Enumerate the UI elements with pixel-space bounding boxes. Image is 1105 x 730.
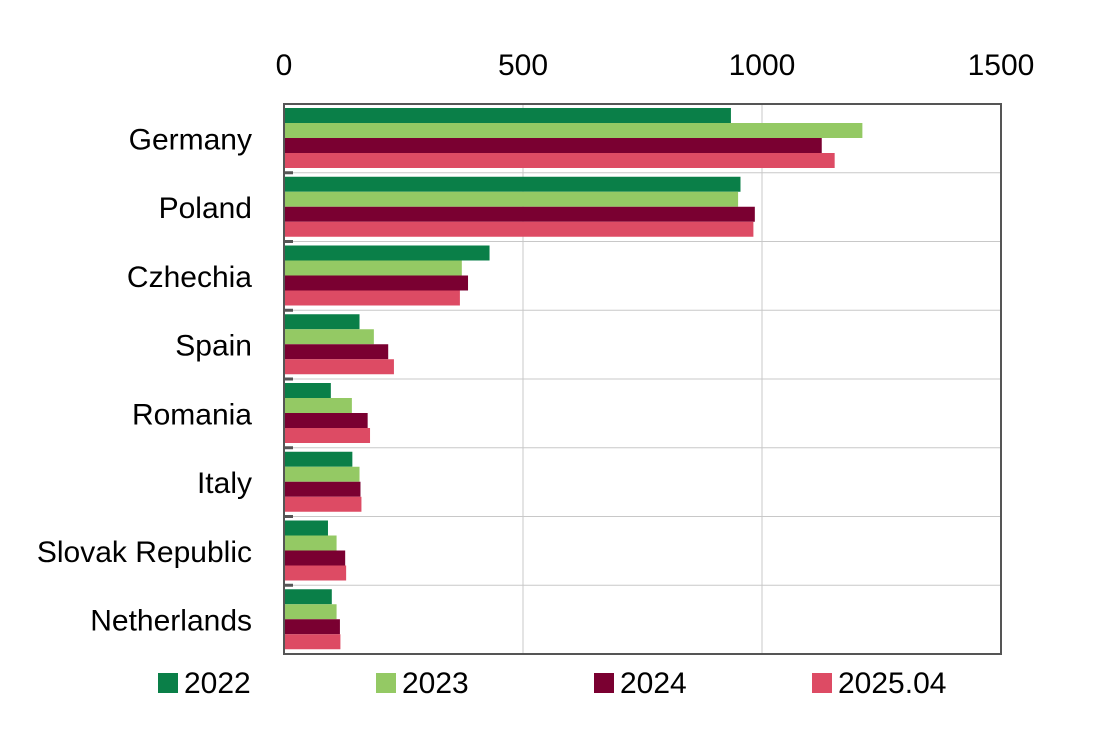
bar-2022-5 [285,451,353,467]
legend: 2022 2023 2024 2025.04 [158,667,946,700]
bar-2023-7 [285,604,337,620]
plot-frame [283,103,1002,655]
bar-2024-4 [285,413,368,428]
bar-2025-04-4 [285,428,371,443]
bar-2025-04-2 [285,290,460,306]
legend-swatch-2024 [594,673,614,693]
bar-2024-0 [285,138,822,153]
bar-2022-4 [285,383,331,398]
bar-2022-0 [285,108,731,123]
bar-2025-04-0 [285,153,835,168]
category-label: Germany [129,123,252,156]
bar-2022-7 [285,589,332,605]
bar-2023-2 [285,260,462,276]
x-tick-label: 1500 [968,49,1035,82]
x-axis-ticks: 0 500 1000 1500 [276,49,1035,82]
bar-2023-3 [285,329,374,345]
bar-2023-4 [285,398,352,413]
legend-label: 2025.04 [838,667,946,700]
bar-2022-3 [285,314,360,330]
bars-layer [285,108,863,650]
x-tick-label: 500 [498,49,548,82]
category-label: Netherlands [90,605,252,638]
x-tick-label: 0 [276,49,293,82]
bar-2025-04-7 [285,634,341,650]
bar-2023-6 [285,535,337,551]
bar-2022-2 [285,245,490,261]
bar-2022-1 [285,176,741,192]
bar-2024-5 [285,481,361,497]
bar-2024-6 [285,550,346,566]
legend-swatch-2025-04 [812,673,832,693]
category-labels: Germany Poland Czhechia Spain Romania Italy Sl… [37,123,252,637]
bar-2025-04-3 [285,359,394,375]
bar-2022-6 [285,520,328,536]
bar-2024-1 [285,206,755,222]
bar-2025-04-1 [285,221,754,237]
bar-2025-04-6 [285,565,347,581]
bar-2024-3 [285,344,389,360]
bar-2024-7 [285,619,340,635]
category-label: Czhechia [127,261,252,294]
category-label: Spain [175,330,252,363]
bar-2024-2 [285,275,469,291]
x-tick-label: 1000 [729,49,796,82]
bar-2023-5 [285,466,360,482]
category-label: Romania [132,398,252,431]
bar-2025-04-5 [285,496,362,512]
bar-2023-1 [285,191,739,207]
bar-2023-0 [285,123,863,138]
legend-swatch-2022 [158,673,178,693]
legend-label: 2024 [620,667,687,700]
category-label: Italy [197,467,252,500]
legend-label: 2023 [402,667,469,700]
category-label: Slovak Republic [37,536,252,569]
legend-label: 2022 [184,667,251,700]
category-label: Poland [159,192,252,225]
legend-swatch-2023 [376,673,396,693]
